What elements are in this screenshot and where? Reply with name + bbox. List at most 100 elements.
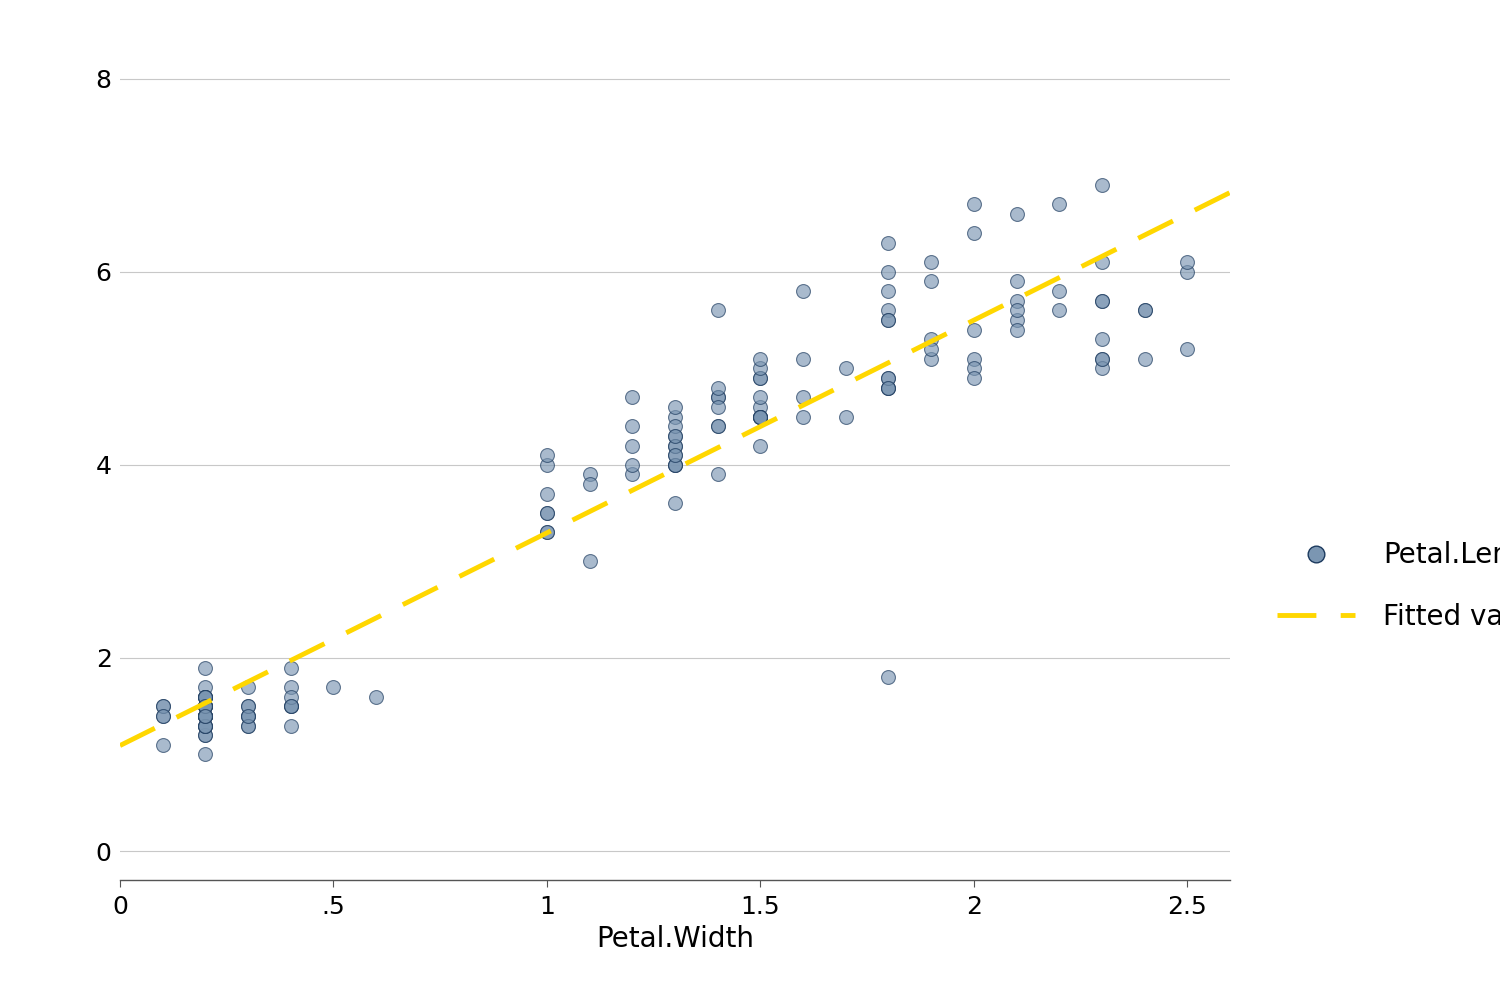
Point (1090, 177, 1114, 193)
Point (1047, 283, 1071, 299)
Point (663, 438, 687, 454)
Point (1176, 254, 1200, 270)
Point (536, 486, 560, 502)
Point (236, 708, 260, 724)
Point (705, 389, 729, 405)
Point (876, 370, 900, 386)
Point (279, 718, 303, 734)
Point (194, 698, 217, 714)
Point (194, 708, 217, 724)
Point (194, 689, 217, 705)
Point (194, 689, 217, 705)
Point (1132, 302, 1156, 318)
Point (790, 283, 814, 299)
Point (1005, 293, 1029, 309)
Point (920, 351, 944, 367)
Point (621, 389, 645, 405)
Point (621, 457, 645, 473)
Point (663, 409, 687, 425)
Point (748, 389, 772, 405)
Point (705, 389, 729, 405)
Point (279, 698, 303, 714)
Point (748, 409, 772, 425)
Point (194, 708, 217, 724)
Point (236, 718, 260, 734)
Point (578, 476, 602, 492)
Point (920, 331, 944, 347)
Point (705, 399, 729, 415)
Point (834, 409, 858, 425)
Point (748, 438, 772, 454)
Point (876, 312, 900, 328)
Point (194, 718, 217, 734)
Point (1090, 360, 1114, 376)
Point (1090, 293, 1114, 309)
Point (536, 524, 560, 540)
Point (194, 689, 217, 705)
Point (194, 708, 217, 724)
Point (663, 418, 687, 434)
Point (194, 727, 217, 743)
X-axis label: Petal.Width: Petal.Width (596, 925, 754, 953)
Point (194, 708, 217, 724)
Point (194, 698, 217, 714)
Point (1005, 312, 1029, 328)
Point (790, 409, 814, 425)
Point (876, 380, 900, 396)
Point (1005, 322, 1029, 338)
Point (1176, 341, 1200, 357)
Point (1047, 302, 1071, 318)
Point (279, 698, 303, 714)
Point (1005, 273, 1029, 289)
Point (920, 254, 944, 270)
Point (663, 495, 687, 511)
Point (790, 389, 814, 405)
Point (962, 370, 986, 386)
Point (876, 312, 900, 328)
Point (621, 438, 645, 454)
Point (876, 370, 900, 386)
Point (279, 689, 303, 705)
Point (194, 698, 217, 714)
Point (279, 698, 303, 714)
Point (663, 447, 687, 463)
Point (748, 399, 772, 415)
Point (663, 399, 687, 415)
Point (578, 466, 602, 482)
Point (705, 302, 729, 318)
Point (1176, 264, 1200, 280)
Point (150, 698, 174, 714)
Point (236, 679, 260, 695)
Point (621, 418, 645, 434)
Point (962, 360, 986, 376)
Point (790, 351, 814, 367)
Point (962, 322, 986, 338)
Point (279, 679, 303, 695)
Point (194, 708, 217, 724)
Point (705, 466, 729, 482)
Point (194, 708, 217, 724)
Point (578, 553, 602, 569)
Point (748, 370, 772, 386)
Point (236, 718, 260, 734)
Point (663, 428, 687, 444)
Point (536, 505, 560, 521)
Point (705, 418, 729, 434)
Point (536, 505, 560, 521)
Point (321, 679, 345, 695)
Point (663, 457, 687, 473)
Point (1090, 351, 1114, 367)
Point (194, 689, 217, 705)
Point (194, 708, 217, 724)
Point (150, 708, 174, 724)
Point (194, 689, 217, 705)
Point (834, 360, 858, 376)
Point (1005, 206, 1029, 222)
Point (962, 196, 986, 212)
Point (536, 457, 560, 473)
Point (194, 698, 217, 714)
Point (236, 708, 260, 724)
Point (536, 524, 560, 540)
Point (663, 457, 687, 473)
Point (663, 428, 687, 444)
